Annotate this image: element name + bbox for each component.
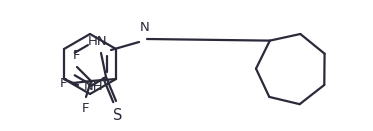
Text: F: F bbox=[59, 77, 67, 89]
Text: F: F bbox=[73, 49, 81, 62]
Text: F: F bbox=[82, 102, 90, 115]
Text: S: S bbox=[113, 108, 123, 123]
Text: HN: HN bbox=[88, 35, 108, 48]
Text: NH: NH bbox=[84, 81, 104, 94]
Text: N: N bbox=[140, 21, 150, 34]
